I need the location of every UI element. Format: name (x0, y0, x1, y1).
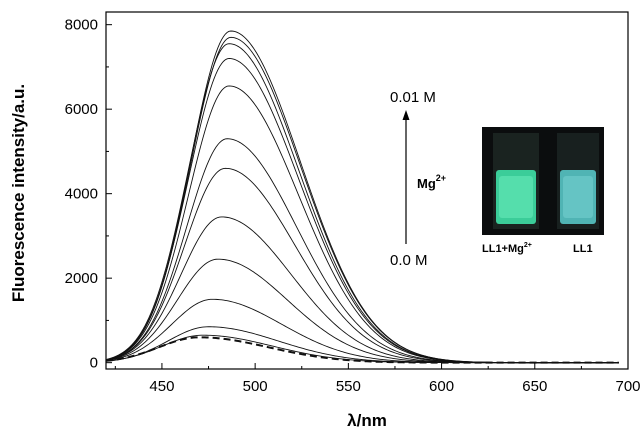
plot-frame (105, 11, 629, 370)
y-tick-label: 2000 (65, 270, 98, 287)
bottom-concentration-label: 0.0 M (390, 252, 428, 269)
vial-right-solution (560, 170, 596, 224)
series-line (105, 326, 619, 364)
ion-label-base: Mg (417, 176, 436, 191)
y-tick-label: 8000 (65, 17, 98, 34)
x-tick-label: 450 (149, 378, 174, 395)
y-axis-ticks: 0 2000 4000 6000 8000 (65, 17, 112, 372)
series-line (105, 258, 619, 364)
x-axis-ticks: 450 500 550 600 650 700 (114, 363, 641, 395)
x-tick-label: 600 (429, 378, 454, 395)
x-tick-label: 700 (615, 378, 640, 395)
vial-right-glow (563, 176, 593, 218)
y-tick-label: 4000 (65, 186, 98, 203)
series-line (105, 30, 619, 364)
inset-label-right: LL1 (573, 243, 593, 255)
y-axis-title: Fluorescence intensity/a.u. (9, 84, 28, 302)
vial-left-glow (499, 176, 533, 218)
inset-label-left-base: LL1+Mg (482, 243, 524, 255)
x-tick-label: 650 (522, 378, 547, 395)
top-concentration-label: 0.01 M (390, 89, 436, 106)
inset-label-left-charge: 2+ (524, 242, 532, 249)
inset-label-left: LL1+Mg2+ (482, 242, 532, 255)
ion-label-charge: 2+ (436, 173, 446, 183)
x-axis-title: λ/nm (347, 411, 387, 430)
x-tick-label: 550 (336, 378, 361, 395)
y-tick-label: 6000 (65, 101, 98, 118)
spectra-series-group (105, 30, 619, 364)
x-tick-label: 500 (243, 378, 268, 395)
vial-photo-inset (482, 127, 604, 235)
y-tick-label: 0 (90, 355, 98, 372)
series-line-baseline (105, 336, 619, 364)
ion-label: Mg2+ (417, 173, 446, 191)
concentration-arrow-head (402, 110, 410, 120)
